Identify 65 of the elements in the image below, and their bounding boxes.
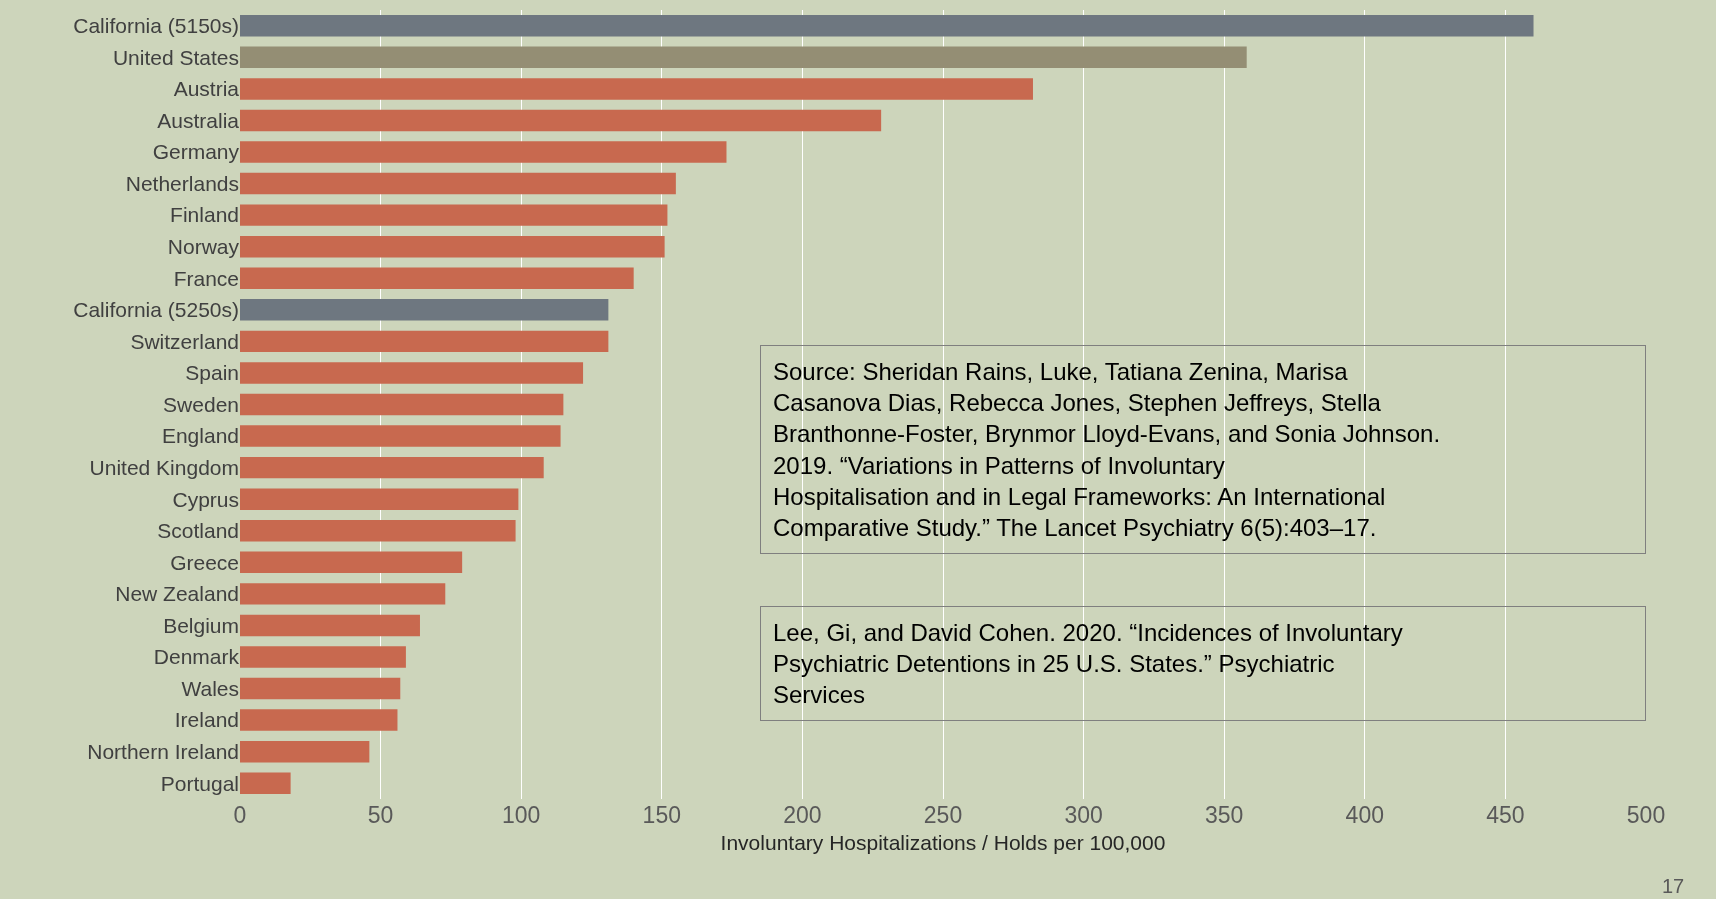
bar (240, 235, 665, 258)
x-tick-label: 400 (1345, 802, 1384, 828)
y-tick-label: Germany (152, 140, 240, 164)
y-tick-label: Wales (181, 676, 239, 700)
bar (240, 393, 564, 416)
y-tick-label: Scotland (157, 519, 239, 543)
text: 17 (1662, 875, 1685, 897)
bar (240, 709, 398, 731)
y-tick-label: Norway (167, 235, 240, 259)
bar (240, 551, 463, 574)
bar (240, 204, 668, 226)
y-tick-label: Belgium (163, 613, 239, 637)
bar (240, 646, 406, 668)
bar (240, 772, 291, 794)
y-tick-label: California (5250s) (73, 298, 239, 322)
annotation: Lee, Gi, and David Cohen. 2020. “Incidences of Involuntary Psychiatric Detentions in 25 U.S. States.” Psychiatric Services (773, 619, 1403, 709)
x-tick-label: 0 (233, 802, 247, 828)
bar (240, 456, 544, 479)
annotation: Source: Sheridan Rains, Luke, Tatiana Zenina, Marisa Casanova Dias, Rebecca Jones, Stephen Jeffreys, Stella Branthonne-Foster, Brynmor Lloyd-Evans, and Sonia Johnson. 2019. “Variations in Patterns of Involuntary Hospitalisation and in Legal Frameworks: An International Comparative Study.” The Lancet Psychiatry 6(5):403–17. (773, 358, 1441, 541)
y-tick-label: Netherlands (125, 171, 239, 195)
x-tick-label: 450 (1486, 802, 1525, 828)
bar (240, 677, 401, 700)
x-tick-label: 300 (1064, 802, 1103, 828)
bar (240, 362, 584, 384)
y-tick-label: Sweden (163, 392, 239, 416)
x-tick-label: 100 (502, 802, 541, 828)
y-tick-label: United Kingdom (89, 455, 239, 479)
y-tick-label: United States (112, 45, 239, 69)
y-tick-label: Northern Ireland (87, 740, 239, 764)
bar (240, 614, 420, 637)
bar (240, 425, 561, 447)
bar (240, 267, 634, 289)
bar (240, 78, 1033, 100)
y-tick-label: France (173, 266, 239, 290)
y-tick-label: England (161, 424, 239, 448)
y-tick-label: Ireland (174, 708, 239, 732)
bar (240, 299, 609, 321)
bar (240, 46, 1247, 69)
y-tick-label: Finland (170, 203, 239, 227)
y-tick-label: Australia (157, 108, 240, 132)
x-tick-label: 150 (642, 802, 681, 828)
x-axis-title: Involuntary Hospitalizations / Holds per 100,000 (720, 831, 1166, 855)
x-tick-label: 350 (1205, 802, 1244, 828)
bar (240, 15, 1534, 37)
bar (240, 141, 727, 163)
y-tick-label: California (5150s) (73, 14, 239, 38)
y-tick-label: Spain (185, 361, 239, 385)
x-tick-label: 250 (923, 802, 963, 828)
bar (240, 488, 519, 510)
y-tick-label: Greece (170, 550, 239, 574)
bar (240, 330, 609, 353)
bar (240, 109, 882, 132)
x-tick-label: 50 (367, 802, 394, 828)
bar (240, 583, 446, 605)
y-tick-label: Austria (173, 77, 240, 101)
y-tick-label: Portugal (160, 771, 239, 795)
x-tick-label: 200 (783, 802, 822, 828)
bar (240, 172, 676, 195)
y-tick-label: Switzerland (130, 329, 239, 353)
x-tick-label: 500 (1626, 802, 1666, 828)
y-tick-label: New Zealand (115, 582, 239, 606)
y-tick-label: Cyprus (172, 487, 239, 511)
bar (240, 740, 370, 763)
bar (240, 520, 516, 542)
y-tick-label: Denmark (153, 645, 240, 669)
